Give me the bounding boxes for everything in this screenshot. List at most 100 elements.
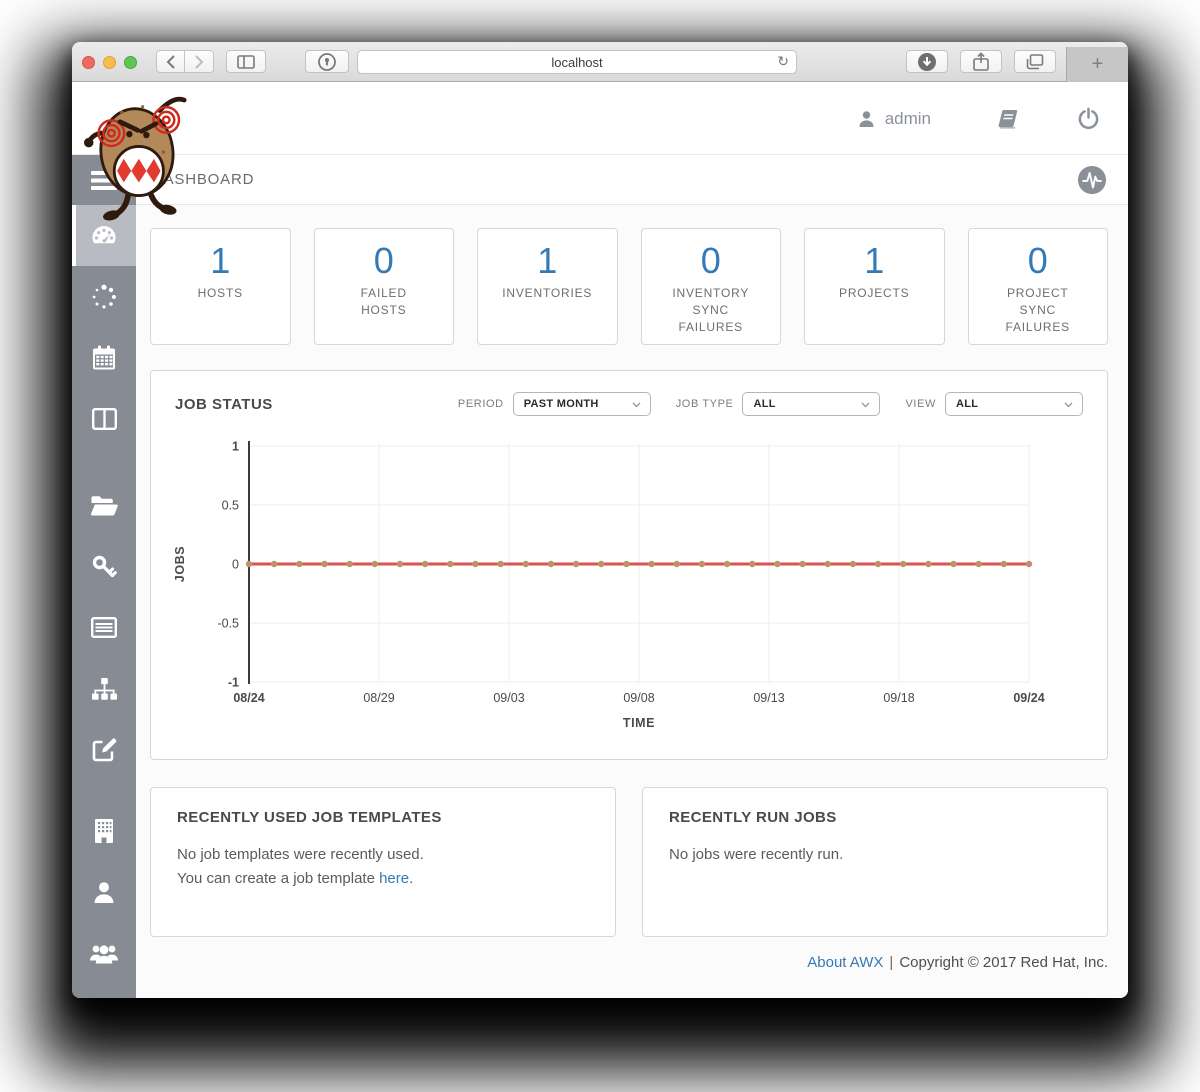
sidebar-item-templates[interactable] (72, 719, 136, 780)
sidebar-item-schedules[interactable] (72, 327, 136, 388)
card-label: PROJECT SYNC FAILURES (1005, 286, 1070, 335)
create-template-message: You can create a job template here. (177, 870, 414, 888)
sidebar-item-jobs[interactable] (72, 266, 136, 327)
awx-header: admin (72, 82, 1128, 221)
pencil-square-icon (92, 738, 117, 761)
svg-text:09/13: 09/13 (753, 691, 784, 705)
toolbar-right-buttons (906, 50, 1056, 73)
job-status-chart: 1 0.5 0 -0.5 -108/24 08/29 09/03 09/08 09/13 09/1… (173, 440, 1045, 731)
job-status-title: JOB STATUS (175, 395, 273, 413)
card-project-sync-failures[interactable]: 0 PROJECT SYNC FAILURES (967, 228, 1108, 345)
sidebar-item-organizations[interactable] (72, 800, 136, 861)
card-value: 1 (210, 240, 231, 281)
svg-text:0.5: 0.5 (222, 499, 239, 513)
card-inventory-sync-failures[interactable]: 0 INVENTORY SYNC FAILURES (640, 228, 781, 345)
new-tab-button[interactable]: + (1066, 47, 1128, 82)
panel-body: No job templates were recently used. You… (177, 843, 589, 892)
history-nav-buttons (156, 50, 214, 73)
svg-text:09/03: 09/03 (493, 691, 524, 705)
job-type-label: JOB TYPE (675, 398, 734, 410)
card-label: INVENTORY SYNC FAILURES (672, 286, 750, 335)
svg-text:09/08: 09/08 (623, 691, 654, 705)
reload-button[interactable]: ↻ (777, 53, 789, 69)
header-actions: admin (857, 82, 1100, 155)
card-projects[interactable]: 1 PROJECTS (804, 228, 945, 345)
chevron-down-icon (861, 402, 870, 408)
card-value: 0 (1027, 240, 1048, 281)
docs-book-icon (998, 109, 1018, 129)
building-icon (95, 818, 113, 843)
view-select[interactable]: ALL (945, 392, 1083, 416)
card-label: INVENTORIES (502, 286, 593, 301)
users-icon (90, 944, 118, 963)
sidebar-spacer (72, 780, 136, 800)
card-label: PROJECTS (839, 286, 910, 301)
sidebar-spacer (72, 449, 136, 475)
forward-button[interactable] (185, 50, 214, 73)
chart-container: 1 0.5 0 -0.5 -1 08/24 08/29 09/03 09/08 09/13 09/1… (151, 416, 1107, 739)
sidebar-item-credentials[interactable] (72, 536, 136, 597)
user-icon (94, 881, 114, 903)
tabs-icon (1026, 53, 1044, 69)
empty-jobs-message: No jobs were recently run. (669, 846, 844, 863)
card-failed-hosts[interactable]: 0 FAILED HOSTS (313, 228, 454, 345)
current-user-button[interactable]: admin (857, 109, 931, 129)
list-icon (91, 617, 117, 638)
traffic-lights (82, 42, 137, 82)
create-template-link[interactable]: here (379, 870, 410, 888)
chevron-left-icon (166, 54, 175, 69)
close-window-button[interactable] (82, 55, 95, 69)
sidebar-item-inventory-scripts[interactable] (72, 597, 136, 658)
zoom-window-button[interactable] (124, 55, 137, 69)
svg-text:08/24: 08/24 (233, 691, 264, 705)
downloads-button[interactable] (906, 50, 948, 73)
folder-open-icon (90, 495, 118, 516)
empty-templates-message: No job templates were recently used. (177, 846, 424, 863)
minimize-window-button[interactable] (103, 55, 116, 69)
view-label: VIEW (905, 398, 936, 410)
calendar-icon (93, 345, 115, 370)
bottom-panels: RECENTLY USED JOB TEMPLATES No job templ… (150, 787, 1108, 937)
back-button[interactable] (156, 50, 185, 73)
activity-stream-button[interactable] (1077, 165, 1107, 195)
documentation-button[interactable] (993, 108, 1019, 130)
about-awx-link[interactable]: About AWX (807, 954, 884, 971)
sidebar-item-inventories[interactable] (72, 658, 136, 719)
tab-overview-button[interactable] (1014, 50, 1056, 73)
logout-button[interactable] (1077, 107, 1100, 130)
card-value: 1 (537, 240, 558, 281)
card-value: 1 (864, 240, 885, 281)
period-select[interactable]: PAST MONTH (512, 392, 651, 416)
sidebar-item-teams[interactable] (72, 922, 136, 983)
sidebar-item-portal-mode[interactable] (72, 388, 136, 449)
columns-icon (91, 407, 117, 430)
card-label: FAILED HOSTS (360, 286, 407, 318)
svg-text:-1: -1 (228, 676, 239, 690)
awx-mascot-logo[interactable] (84, 84, 188, 226)
job-type-select[interactable]: ALL (742, 392, 881, 416)
job-status-header: JOB STATUS PERIOD PAST MONTH (151, 371, 1107, 416)
sidebar-item-users[interactable] (72, 861, 136, 922)
sidebar-item-projects[interactable] (72, 475, 136, 536)
extension-button[interactable] (305, 50, 349, 73)
chevron-down-icon (632, 402, 641, 408)
sidebar-toggle-button[interactable] (226, 50, 266, 73)
card-value: 0 (373, 240, 394, 281)
key-icon (92, 555, 117, 577)
dashboard-content: 1 HOSTS 0 FAILED HOSTS 1 INVENTORIES 0 (136, 205, 1128, 971)
main-area: DASHBOARD 1 HOSTS 0 (136, 155, 1128, 998)
svg-text:JOBS: JOBS (173, 546, 187, 582)
address-bar[interactable]: localhost ↻ (357, 50, 797, 74)
copyright-text: Copyright © 2017 Red Hat, Inc. (899, 954, 1108, 971)
share-button[interactable] (960, 50, 1002, 73)
view-filter: VIEW ALL (905, 392, 1083, 416)
panel-title: RECENTLY USED JOB TEMPLATES (177, 809, 442, 826)
card-hosts[interactable]: 1 HOSTS (150, 228, 291, 345)
share-icon (973, 52, 989, 71)
browser-titlebar: localhost ↻ + (72, 42, 1128, 82)
card-inventories[interactable]: 1 INVENTORIES (477, 228, 618, 345)
power-icon (1078, 107, 1099, 129)
panel-body: No jobs were recently run. (669, 843, 1081, 867)
card-label: HOSTS (197, 286, 243, 301)
panel-title: RECENTLY RUN JOBS (669, 809, 837, 826)
